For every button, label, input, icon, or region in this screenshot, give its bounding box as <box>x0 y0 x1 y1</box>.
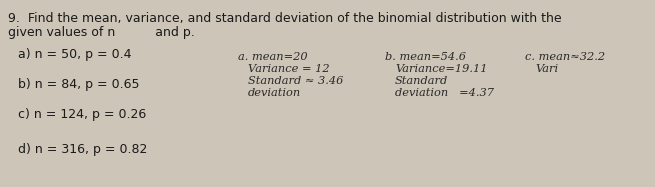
Text: c) n = 124, p = 0.26: c) n = 124, p = 0.26 <box>18 108 146 121</box>
Text: a) n = 50, p = 0.4: a) n = 50, p = 0.4 <box>18 48 132 61</box>
Text: b. mean=54.6: b. mean=54.6 <box>385 52 466 62</box>
Text: Standard: Standard <box>395 76 448 86</box>
Text: deviation: deviation <box>248 88 301 98</box>
Text: given values of n          and p.: given values of n and p. <box>8 26 195 39</box>
Text: Vari: Vari <box>535 64 558 74</box>
Text: c. mean≈32.2: c. mean≈32.2 <box>525 52 605 62</box>
Text: d) n = 316, p = 0.82: d) n = 316, p = 0.82 <box>18 143 147 156</box>
Text: deviation   =4.37: deviation =4.37 <box>395 88 494 98</box>
Text: Standard ≈ 3.46: Standard ≈ 3.46 <box>248 76 343 86</box>
Text: b) n = 84, p = 0.65: b) n = 84, p = 0.65 <box>18 78 140 91</box>
Text: 9.  Find the mean, variance, and standard deviation of the binomial distribution: 9. Find the mean, variance, and standard… <box>8 12 561 25</box>
Text: Variance = 12: Variance = 12 <box>248 64 329 74</box>
Text: a. mean=20: a. mean=20 <box>238 52 308 62</box>
Text: Variance=19.11: Variance=19.11 <box>395 64 487 74</box>
